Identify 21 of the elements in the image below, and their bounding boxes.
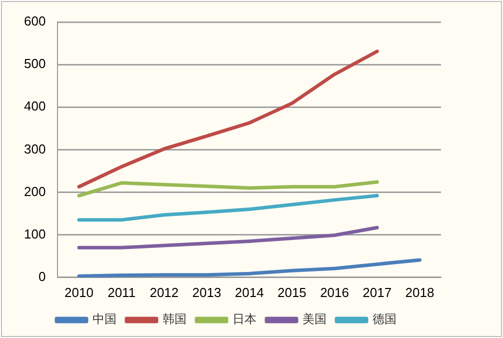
y-tick-label: 400 bbox=[24, 98, 46, 114]
y-tick-label: 300 bbox=[24, 141, 46, 156]
legend-label: 德国 bbox=[372, 312, 396, 326]
x-tick-label: 2012 bbox=[150, 284, 179, 300]
legend-label: 中国 bbox=[92, 312, 116, 326]
x-tick-label: 2013 bbox=[192, 284, 222, 300]
y-tick-label: 0 bbox=[38, 268, 46, 284]
x-tick-label: 2014 bbox=[234, 284, 264, 300]
x-tick-label: 2011 bbox=[108, 284, 136, 300]
x-tick-label: 2010 bbox=[64, 284, 94, 300]
legend-label: 日本 bbox=[232, 312, 256, 326]
y-tick-label: 600 bbox=[24, 14, 46, 29]
y-tick-label: 100 bbox=[24, 226, 46, 242]
x-tick-label: 2015 bbox=[277, 284, 306, 300]
x-tick-label: 2017 bbox=[362, 284, 392, 300]
y-tick-label: 500 bbox=[24, 56, 46, 72]
legend-label: 韩国 bbox=[162, 312, 186, 326]
y-tick-label: 200 bbox=[24, 184, 46, 199]
legend-label: 美国 bbox=[302, 312, 326, 326]
x-tick-label: 2016 bbox=[320, 284, 349, 300]
x-tick-label: 2018 bbox=[405, 284, 434, 300]
